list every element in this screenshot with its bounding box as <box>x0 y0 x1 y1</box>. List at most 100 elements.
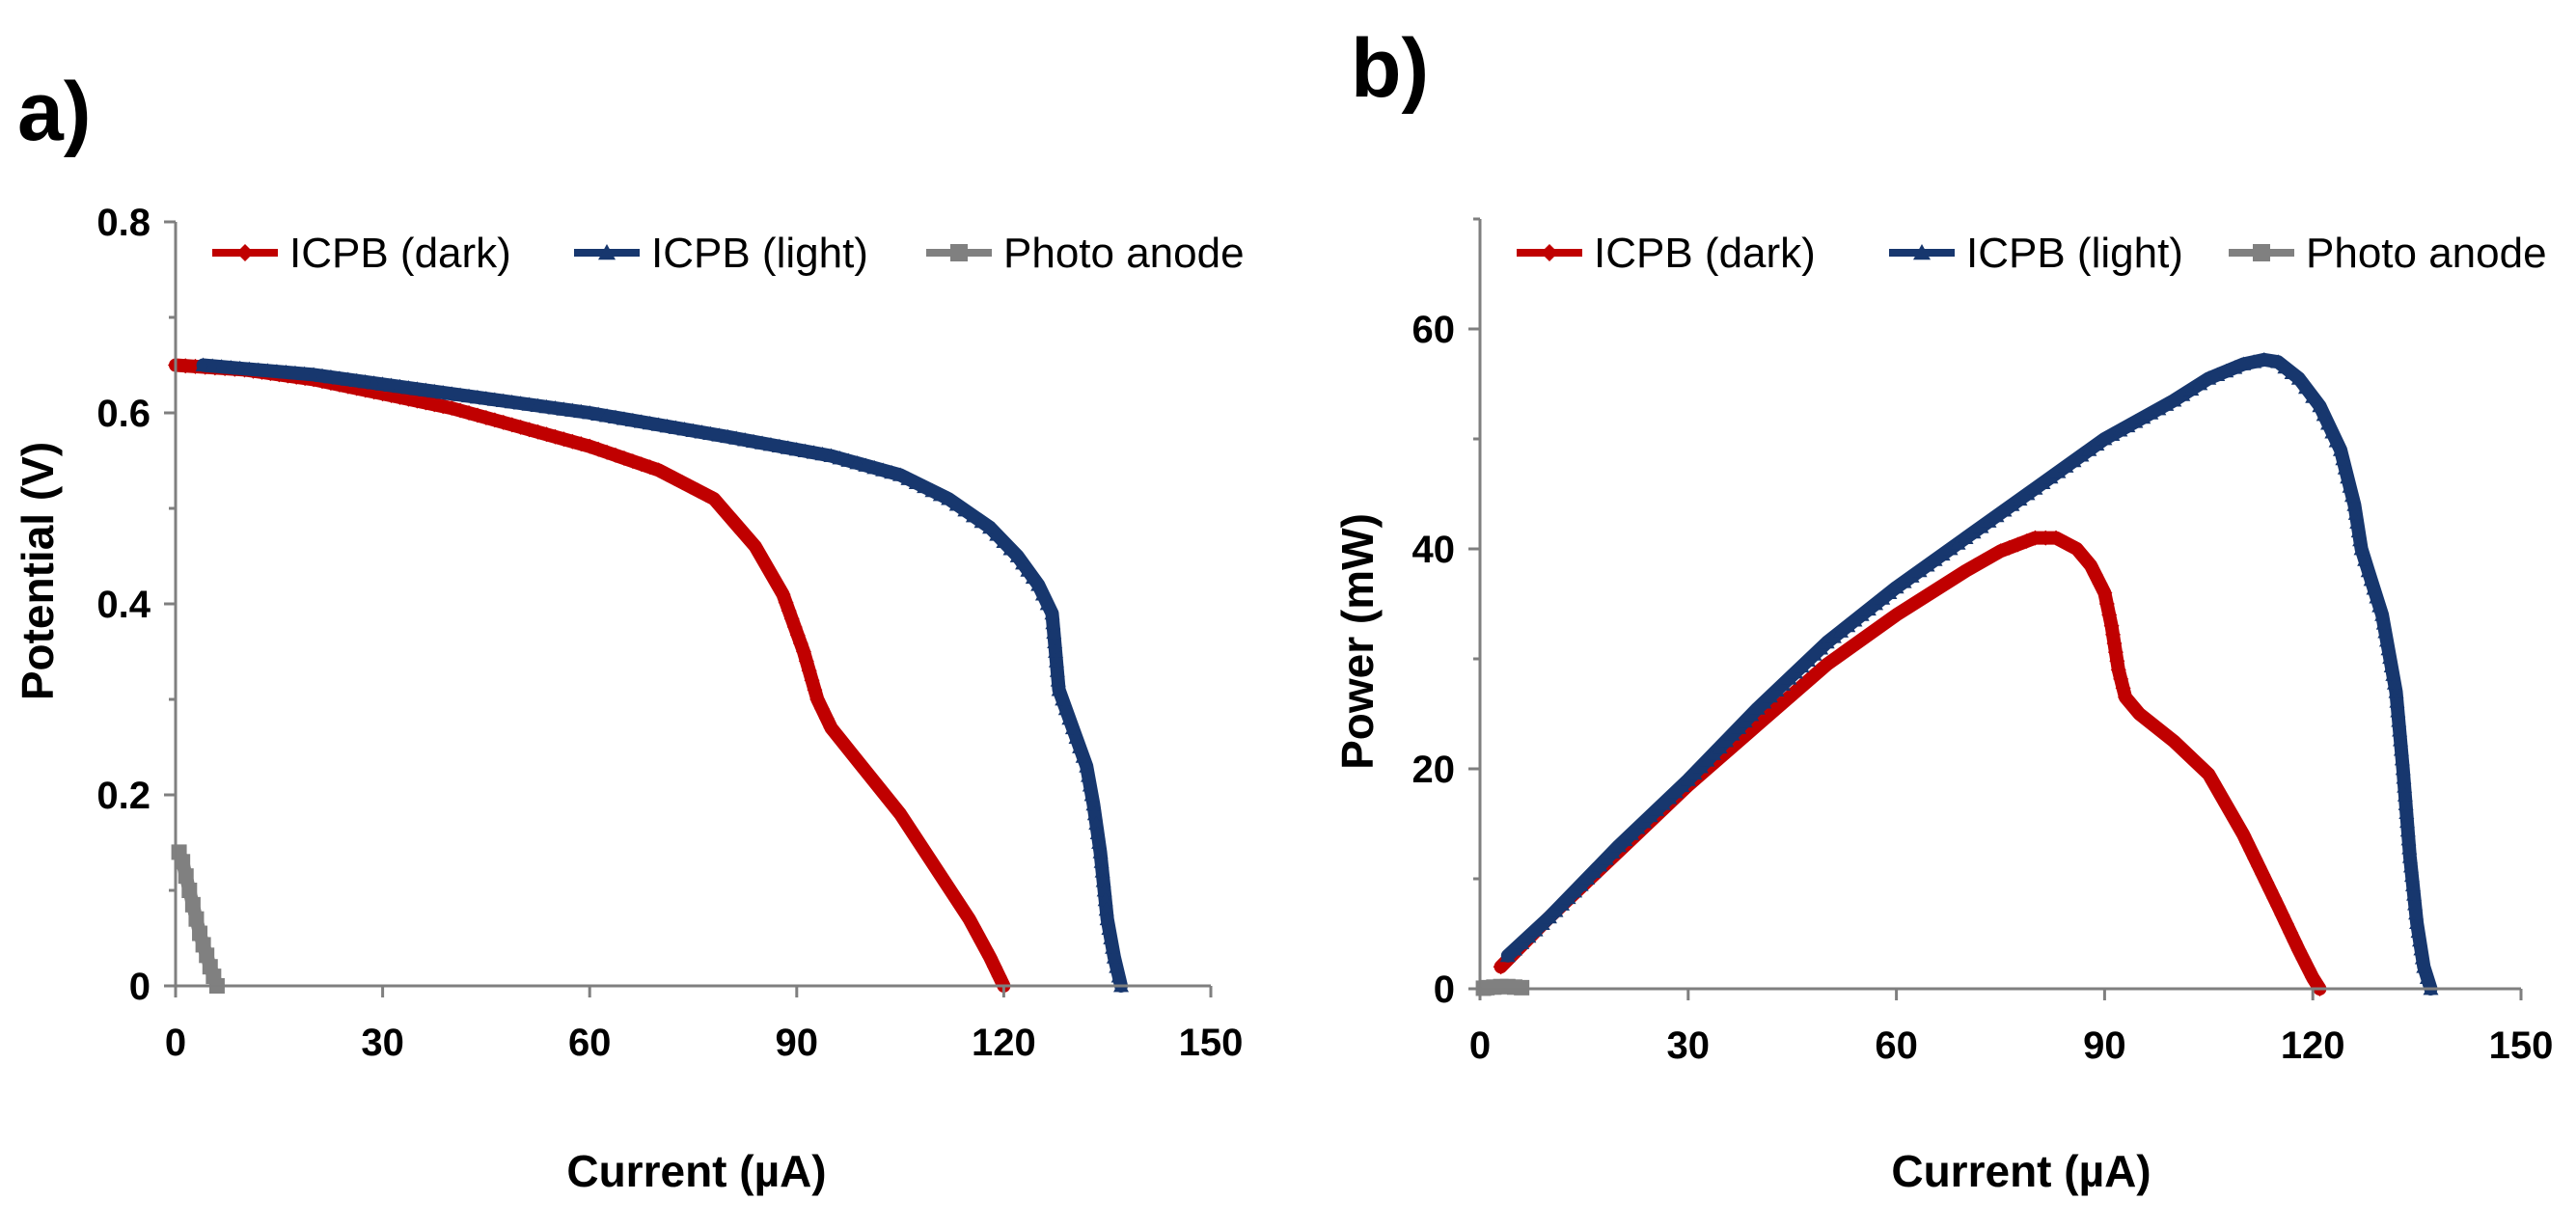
panel-a-x-axis-title: Current (µA) <box>566 1146 826 1196</box>
panel-b-y-tick-label: 40 <box>1412 529 1456 571</box>
data-point <box>2305 389 2321 403</box>
data-point <box>823 448 839 462</box>
panel-a-x-tick-label: 150 <box>1179 1022 1244 1064</box>
legend-entry: Photo anode <box>2229 230 2547 277</box>
data-point <box>2357 552 2373 566</box>
data-point <box>178 358 194 374</box>
data-point <box>1079 758 1095 773</box>
data-point <box>2073 448 2090 462</box>
legend-label: Photo anode <box>2306 230 2547 277</box>
panel-a-letter: a) <box>17 66 91 158</box>
data-point <box>2346 497 2363 511</box>
data-point <box>957 502 973 517</box>
data-point <box>2353 541 2370 556</box>
data-point <box>1965 524 1982 539</box>
data-point <box>2227 360 2243 374</box>
data-point <box>1847 613 1863 627</box>
data-point <box>2027 530 2043 546</box>
data-point <box>2218 363 2234 378</box>
data-point <box>1840 617 1856 633</box>
data-point <box>973 513 990 529</box>
data-point <box>2098 596 2115 612</box>
data-point <box>2192 376 2208 391</box>
panel-b-y-tick-label: 0 <box>1434 969 1455 1011</box>
data-point <box>2081 442 2097 456</box>
data-point <box>2419 969 2435 984</box>
panel-a-x-tick-label: 90 <box>776 1022 819 1064</box>
data-point <box>1081 768 1097 782</box>
data-point <box>2380 641 2397 656</box>
panel-a-y-tick-label: 0.6 <box>96 393 151 435</box>
data-point <box>2201 370 2217 385</box>
data-point <box>2151 400 2167 416</box>
data-point <box>2399 822 2416 837</box>
data-point <box>1819 634 1835 649</box>
data-point <box>2101 607 2118 623</box>
data-point <box>2378 633 2395 647</box>
panel-b-x-tick-label: 0 <box>1469 1024 1491 1067</box>
data-point <box>2112 423 2128 437</box>
data-point <box>1097 891 1113 907</box>
data-point <box>1103 930 1119 944</box>
data-point <box>2413 941 2429 956</box>
data-point <box>181 883 198 898</box>
data-point <box>1096 883 1112 897</box>
data-point <box>948 497 965 511</box>
data-point <box>2342 478 2358 493</box>
data-point <box>1050 672 1066 687</box>
panel-a-x-tick-label: 120 <box>972 1022 1036 1064</box>
data-point <box>2399 813 2416 829</box>
data-point <box>858 457 874 472</box>
series-line <box>1500 352 2438 996</box>
data-point <box>1868 596 1884 611</box>
data-point <box>917 478 933 494</box>
data-point <box>2277 359 2293 374</box>
panel-a-x-tick-label: 0 <box>165 1022 186 1064</box>
data-point <box>1094 863 1110 878</box>
data-point <box>2390 703 2406 718</box>
data-point <box>1958 530 1974 544</box>
data-point <box>2394 751 2410 766</box>
data-point <box>2050 464 2067 478</box>
data-point <box>1048 653 1064 668</box>
data-point <box>188 911 205 927</box>
data-point <box>2256 351 2272 367</box>
data-point <box>2375 615 2392 630</box>
data-point <box>175 854 191 870</box>
data-point <box>2416 959 2432 973</box>
data-point <box>977 941 994 958</box>
panel-b-series-icpb-dark <box>1493 530 2328 996</box>
data-point <box>2377 624 2394 639</box>
legend-entry: ICPB (light) <box>574 230 868 277</box>
panel-b-y-tick-label: 20 <box>1412 749 1456 791</box>
data-point <box>924 482 941 498</box>
data-point <box>2335 450 2351 466</box>
data-point <box>2401 849 2418 863</box>
data-point <box>1981 513 1997 528</box>
data-point <box>2337 460 2353 475</box>
data-point <box>1099 911 1115 926</box>
data-point <box>2284 365 2300 379</box>
data-point <box>2135 409 2151 424</box>
data-point <box>1875 590 1891 605</box>
data-point <box>1825 629 1842 643</box>
data-point <box>884 464 900 479</box>
data-point <box>2393 732 2409 747</box>
data-point <box>2392 723 2408 737</box>
panel-b: b) 0 30 60 90 120 150 0 20 40 60 ICPB (dark) ICPB … <box>1332 22 2553 1196</box>
data-point <box>996 533 1012 549</box>
panel-b-x-axis-title: Current (µA) <box>1891 1146 2151 1196</box>
data-point <box>2019 486 2036 501</box>
data-point <box>2158 396 2175 411</box>
data-point <box>2410 923 2426 939</box>
panel-b-x-tick-label: 150 <box>2489 1024 2554 1067</box>
data-point <box>1996 503 2013 517</box>
series-line <box>196 358 1128 993</box>
data-point <box>2382 649 2398 665</box>
data-point <box>2166 393 2182 407</box>
data-point <box>2096 585 2113 601</box>
panel-a-series-icpb-light <box>195 357 1130 993</box>
data-point <box>989 527 1005 541</box>
legend-label: ICPB (dark) <box>1594 230 1816 277</box>
panel-b-series-icpb-light <box>1499 351 2439 996</box>
